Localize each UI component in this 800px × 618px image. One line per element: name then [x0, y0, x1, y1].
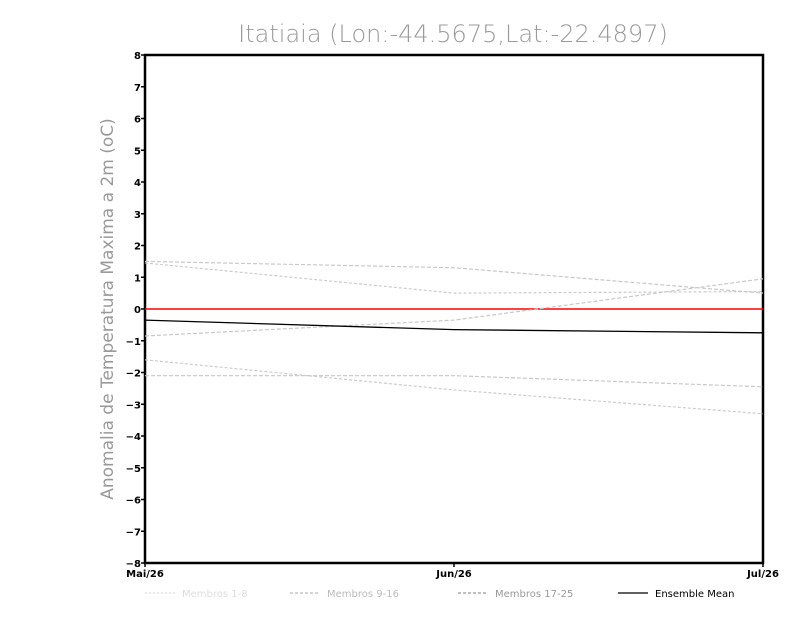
y-tick-label: 2 [134, 242, 141, 253]
legend: Membros 1-8 Membros 9-16 Membros 17-25 Ense… [145, 589, 734, 600]
y-tick-label: 4 [134, 178, 141, 189]
member-series-line [144, 359, 764, 415]
y-tick-label: 6 [134, 115, 141, 126]
y-tick-label: −4 [126, 432, 141, 443]
chart-title: Itatiaia (Lon:-44.5675,Lat:-22.4897) [238, 20, 668, 48]
x-tick-label: Jun/26 [435, 569, 472, 580]
member-series-line [144, 260, 764, 294]
legend-label: Membros 9-16 [327, 589, 399, 600]
y-tick-label: −6 [126, 496, 141, 507]
y-tick-label: −2 [126, 369, 141, 380]
y-tick-label: −7 [126, 527, 141, 538]
member-series-line [145, 375, 764, 388]
y-axis-label: Anomalia de Temperatura Maxima a 2m (oC) [98, 118, 118, 500]
y-tick-label: 3 [134, 210, 141, 221]
legend-label: Ensemble Mean [655, 589, 734, 600]
ensemble-mean-line [144, 319, 764, 334]
legend-label: Membros 17-25 [495, 589, 573, 600]
y-tick-label: −8 [126, 559, 141, 570]
y-tick-label: −1 [126, 337, 141, 348]
y-tick-label: 0 [134, 305, 141, 316]
y-tick-label: 5 [134, 146, 141, 157]
y-tick-label: −5 [126, 464, 141, 475]
x-tick-label: Mai/26 [126, 569, 164, 580]
y-tick-label: −3 [126, 400, 141, 411]
y-tick-label: 1 [134, 273, 141, 284]
y-tick-label: 7 [134, 83, 141, 94]
legend-label: Membros 1-8 [182, 589, 248, 600]
member-series-line [144, 278, 764, 337]
x-tick-label: Jul/26 [746, 569, 779, 580]
y-tick-label: 8 [134, 51, 141, 62]
